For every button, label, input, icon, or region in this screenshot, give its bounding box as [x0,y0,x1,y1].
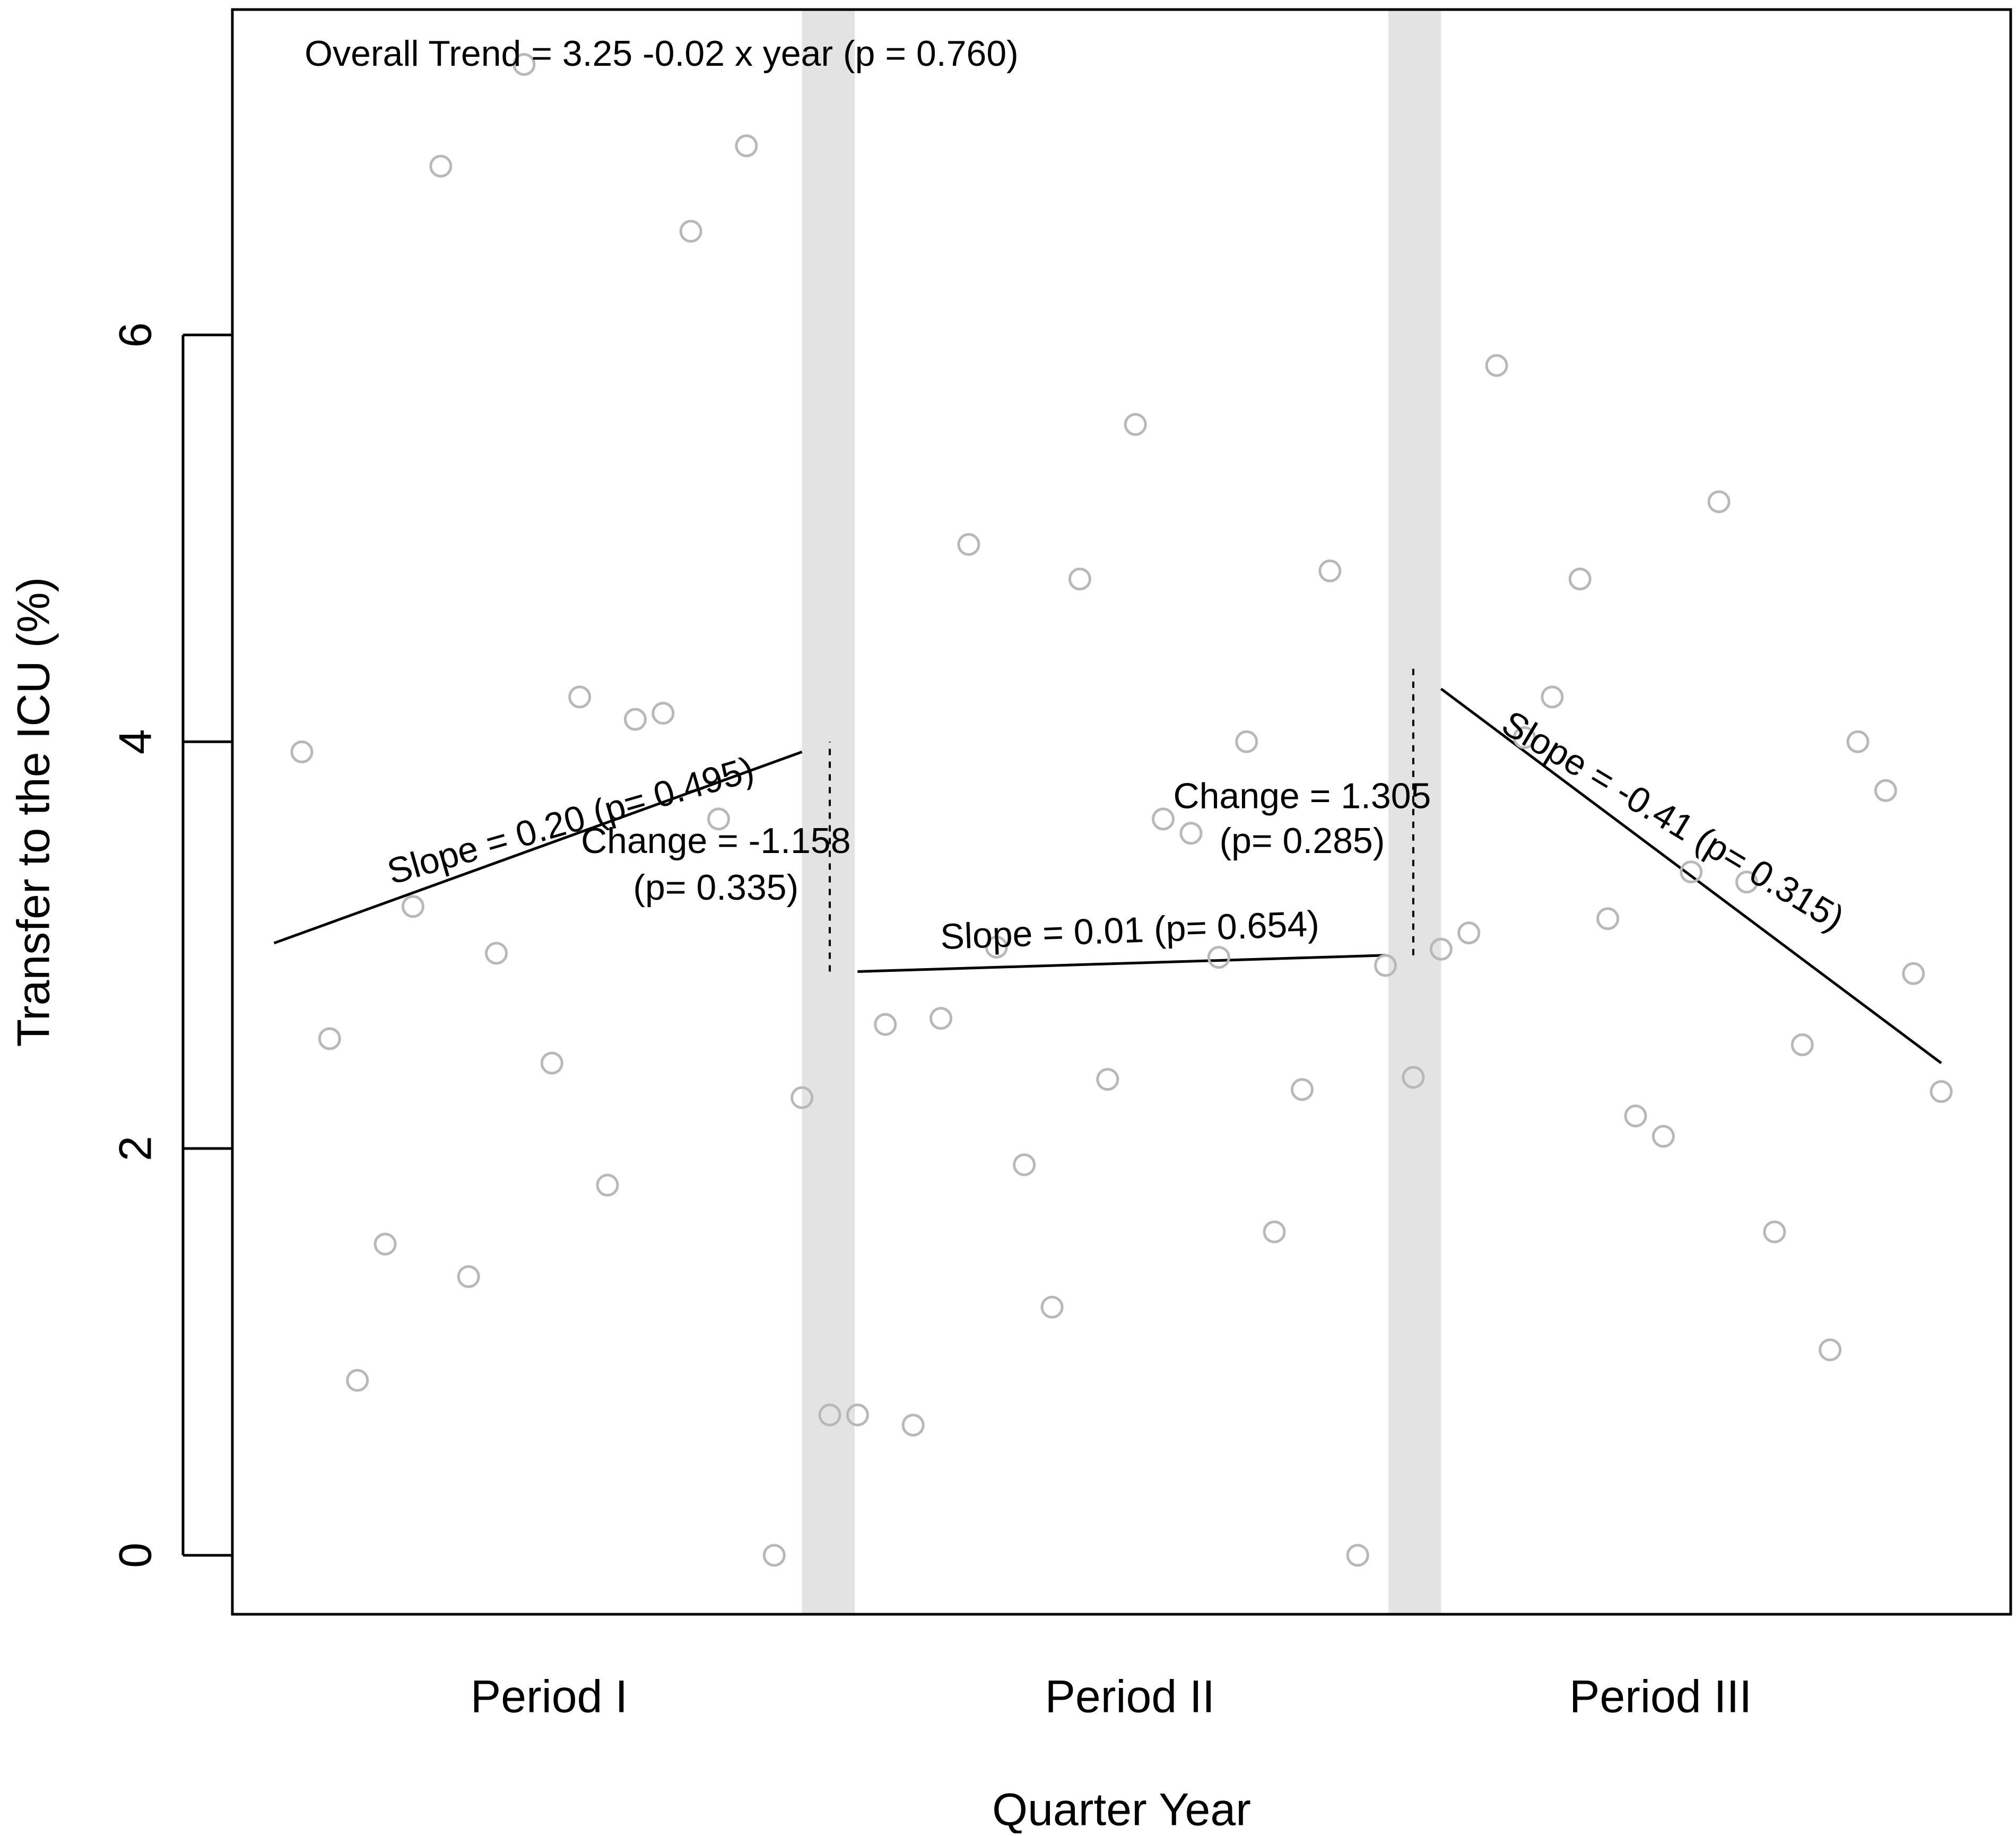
data-point [1930,1080,1953,1103]
x-tick-label: Period II [1045,1672,1215,1722]
data-point [901,1413,925,1437]
data-point [762,1544,786,1567]
phase-band-2 [1388,10,1441,1614]
data-point [929,1007,953,1030]
data-point [318,1027,341,1050]
data-point [679,220,702,243]
data-point [818,1403,841,1426]
plot-frame [231,8,2012,1616]
data-point [1791,1033,1814,1056]
data-point [1290,1078,1314,1101]
data-point [512,53,536,76]
data-point [1235,730,1258,753]
data-point [290,740,314,763]
data-point [985,935,1008,959]
phase-band-1 [802,10,855,1614]
trend-line-1 [273,751,803,945]
data-point [874,1013,897,1036]
trend-line-2 [857,954,1386,973]
data-point [1902,962,1925,985]
x-tick-label: Period III [1569,1672,1752,1722]
data-point [429,154,453,178]
phase-bands [802,10,1441,1614]
data-point [1874,779,1897,802]
data-point [568,685,592,709]
annotation-4: (p= 0.335) [633,867,798,908]
data-point [1680,860,1703,884]
data-point [651,702,675,725]
data-point [1207,946,1230,969]
data-point [1263,1220,1286,1243]
data-point [373,1232,397,1256]
data-point [1124,413,1147,436]
data-point [540,1051,563,1075]
data-point [485,942,508,965]
data-point [1568,568,1592,591]
data-point [1763,1220,1786,1243]
data-point [1596,907,1620,930]
y-tick-label: 0 [110,1543,161,1568]
data-point [1402,1066,1425,1089]
annotation-5: Slope = 0.01 (p= 0.654) [940,903,1320,957]
y-axis-title: Transfer to the ICU (%) [8,577,59,1047]
data-point [1624,1104,1647,1128]
data-point [1374,954,1397,977]
y-tick-label: 4 [110,729,161,754]
annotation-8: Slope = -0.41 (p= 0.315) [1495,703,1851,939]
data-point [957,533,980,556]
data-point [1318,559,1342,582]
data-point [1346,1544,1369,1567]
trend-line-3 [1440,688,1942,1064]
data-point [1096,1068,1119,1091]
annotation-6: Change = 1.305 [1174,776,1431,816]
x-axis-title: Quarter Year [992,1785,1251,1833]
annotation-1: Overall Trend = 3.25 -0.02 x year (p = 0… [305,33,1019,74]
annotation-7: (p= 0.285) [1219,821,1385,861]
y-axis: 0 2 4 6 [110,323,232,1568]
data-point [1541,685,1564,709]
data-point [623,708,647,731]
data-point [401,895,424,918]
data-point [1152,807,1175,831]
data-point [846,1403,869,1426]
y-tick-label: 6 [110,323,161,348]
data-point [1819,1338,1842,1362]
data-point [1652,1125,1675,1148]
data-point [1013,1153,1036,1177]
data-point [1735,871,1758,894]
data-point [790,1086,814,1109]
data-point [1707,490,1731,514]
x-tick-label: Period I [471,1672,628,1722]
trend-lines [273,662,1942,1064]
data-point [1457,921,1481,945]
annotation-3: Change = -1.158 [581,821,851,861]
annotations: Overall Trend = 3.25 -0.02 x year (p = 0… [305,33,1851,957]
data-point [1513,726,1536,750]
data-point [1040,1295,1064,1319]
data-point [457,1265,480,1289]
data-point [735,134,758,158]
data-point [1179,822,1203,845]
data-point [707,807,731,831]
data-point [596,1173,619,1197]
data-point [1429,937,1453,961]
data-points [290,53,1953,1567]
data-point [1846,730,1870,753]
y-tick-label: 2 [110,1136,161,1161]
data-point [346,1369,369,1392]
data-point [1485,354,1508,377]
data-point [1068,568,1091,591]
x-axis-period-labels: Period I Period II Period III [471,1672,1752,1722]
